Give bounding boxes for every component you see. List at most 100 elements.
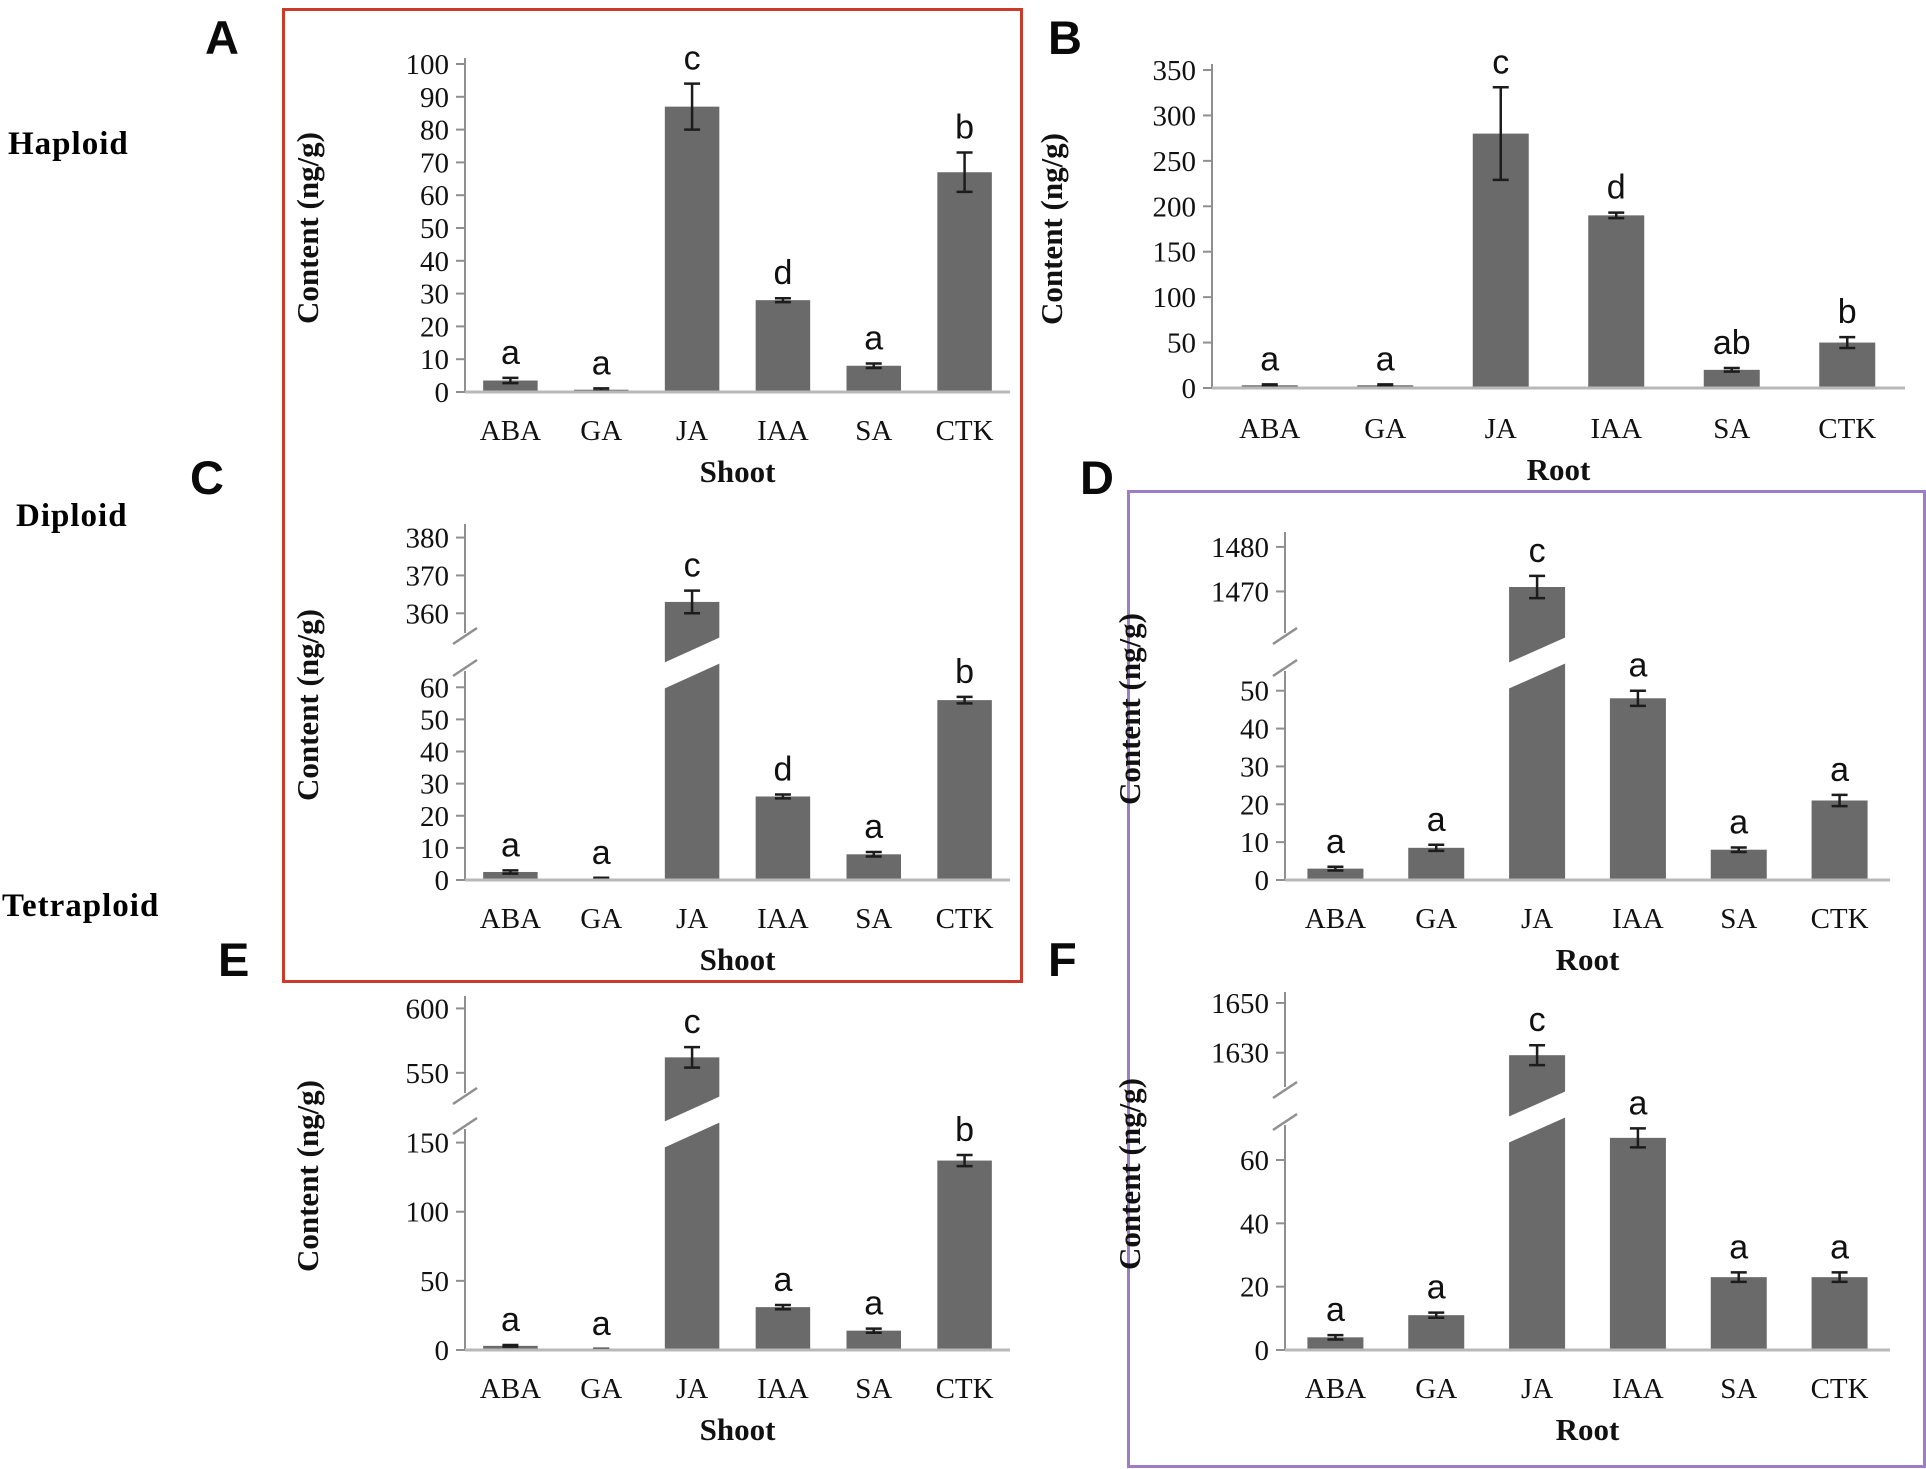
panel-letter-c: C: [190, 451, 224, 504]
bar-SA: [1703, 369, 1760, 388]
x-axis-title: Shoot: [700, 942, 776, 977]
y-tick-label: 60: [420, 180, 449, 212]
sig-letter-GA: a: [1427, 1269, 1446, 1307]
y-tick-label: 30: [420, 279, 449, 311]
sig-letter-CTK: a: [1830, 1228, 1849, 1266]
y-tick-label: 70: [420, 147, 449, 179]
error-bar-CTK: [1831, 793, 1848, 808]
x-category-label: GA: [1364, 413, 1406, 445]
x-category-label: JA: [1485, 413, 1517, 445]
y-tick-label: 350: [1153, 55, 1197, 87]
y-tick-label: 50: [420, 1266, 449, 1298]
y-tick-label: 1470: [1211, 576, 1269, 608]
sig-letter-GA: a: [592, 834, 611, 872]
x-category-label: JA: [676, 1373, 708, 1405]
error-bar-GA: [1377, 383, 1394, 388]
error-bar-GA: [1428, 843, 1445, 853]
x-category-label: ABA: [480, 1373, 541, 1405]
sig-letter-CTK: b: [955, 653, 974, 691]
x-category-label: CTK: [1818, 413, 1876, 445]
y-tick-label: 0: [1182, 373, 1197, 405]
purple-group-box: [1127, 490, 1926, 1468]
x-category-label: CTK: [936, 415, 994, 447]
bar-ABA: [483, 871, 538, 880]
error-bar-ABA: [1327, 1333, 1344, 1341]
y-tick-label: 80: [420, 115, 449, 147]
x-category-label: SA: [1720, 1373, 1757, 1405]
y-tick-label: 100: [406, 49, 450, 81]
sig-letter-CTK: b: [955, 109, 974, 147]
sig-letter-GA: a: [1376, 340, 1395, 378]
error-bar-JA: [1529, 574, 1546, 600]
bar-GA: [1408, 847, 1465, 880]
x-category-label: ABA: [480, 903, 541, 935]
sig-letter-IAA: a: [773, 1261, 792, 1299]
tetraploid-root-chart: a a c a a a 0 20 40 60 1630 1650 ABA GA JA IAA SA CTK Root…: [1112, 988, 1890, 1447]
y-tick-label: 380: [406, 523, 450, 555]
x-axis-title: Shoot: [700, 454, 776, 489]
x-category-label: SA: [855, 903, 892, 935]
y-axis-title: Content (ng/g): [290, 132, 325, 324]
x-axis-title: Root: [1556, 942, 1620, 977]
panel-letter-f: F: [1048, 933, 1077, 986]
y-tick-label: 200: [1153, 191, 1197, 223]
bar-CTK: [937, 1160, 992, 1350]
x-category-label: IAA: [757, 415, 809, 447]
y-tick-label: 100: [1153, 282, 1197, 314]
bar-SA: [1710, 849, 1767, 880]
axis-break-mark: [452, 626, 478, 646]
bar-IAA: [755, 300, 811, 392]
y-tick-label: 250: [1153, 146, 1197, 178]
y-tick-label: 1480: [1211, 532, 1269, 564]
sig-letter-JA: c: [1492, 43, 1509, 81]
x-axis-title: Shoot: [700, 1412, 776, 1447]
y-tick-label: 370: [406, 560, 450, 592]
sig-letter-SA: a: [1729, 803, 1748, 841]
bar-SA: [846, 365, 901, 392]
sig-letter-JA: c: [684, 1003, 701, 1041]
bar-IAA: [1588, 215, 1645, 388]
bar-ABA: [1307, 1337, 1364, 1350]
error-bar-SA: [865, 850, 882, 858]
bar-CTK: [1811, 1277, 1868, 1350]
x-axis-title: Root: [1556, 1412, 1620, 1447]
y-tick-label: 30: [1240, 751, 1269, 783]
bar-break-gap: [1501, 634, 1574, 692]
sig-letter-CTK: b: [1838, 293, 1857, 331]
y-tick-label: 50: [1240, 676, 1269, 708]
bar-SA: [846, 1330, 901, 1350]
bar-CTK: [937, 172, 992, 392]
error-bar-JA: [1529, 1043, 1546, 1067]
error-bar-CTK: [956, 1153, 973, 1168]
bar-GA: [1408, 1315, 1465, 1350]
axis-break-mark: [452, 1116, 478, 1136]
y-tick-label: 60: [1240, 1145, 1269, 1177]
y-tick-label: 20: [420, 311, 449, 343]
error-bar-CTK: [1831, 1271, 1848, 1284]
sig-letter-CTK: a: [1830, 751, 1849, 789]
y-axis-title: Content (ng/g): [290, 609, 325, 801]
sig-letter-IAA: d: [773, 254, 792, 292]
x-category-label: GA: [1415, 903, 1457, 935]
bar-IAA: [755, 1307, 811, 1350]
error-bar-SA: [865, 362, 882, 370]
y-tick-label: 20: [1240, 789, 1269, 821]
sig-letter-GA: a: [592, 1305, 611, 1343]
bar-JA: [664, 106, 720, 392]
y-tick-label: 600: [406, 993, 450, 1025]
bar-JA: [1509, 587, 1566, 880]
x-category-label: GA: [580, 1373, 622, 1405]
x-category-label: GA: [1415, 1373, 1457, 1405]
error-bar-SA: [1723, 366, 1740, 373]
sig-letter-GA: a: [592, 344, 611, 382]
bar-CTK: [1819, 342, 1876, 388]
x-category-label: JA: [676, 903, 708, 935]
x-category-label: CTK: [1811, 903, 1869, 935]
y-axis-title: Content (ng/g): [1112, 613, 1147, 805]
sig-letter-CTK: b: [955, 1111, 974, 1149]
y-tick-label: 360: [406, 598, 450, 630]
sig-letter-IAA: d: [1607, 169, 1626, 207]
y-tick-label: 150: [1153, 237, 1197, 269]
panel-letter-a: A: [205, 11, 239, 64]
